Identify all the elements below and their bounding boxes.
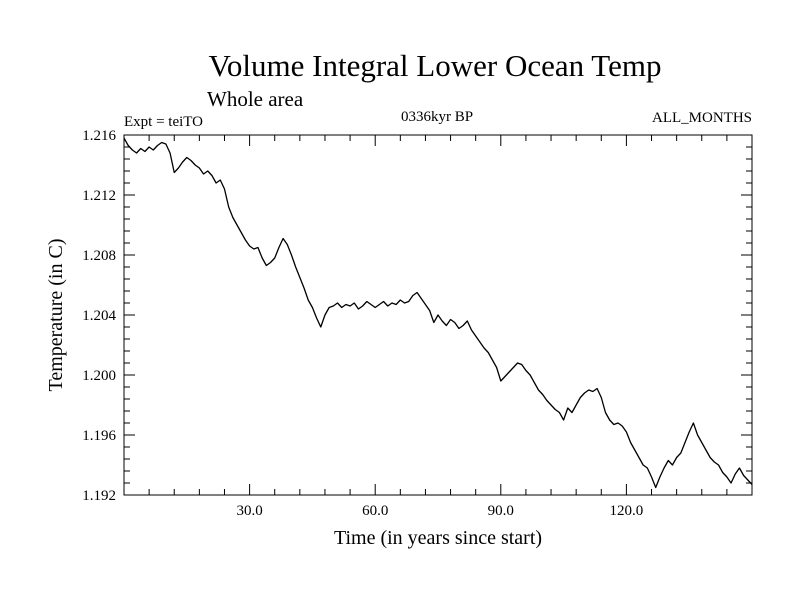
y-tick-labels: 1.192 1.196 1.200 1.204 1.208 1.212 1.216 [82,128,116,504]
y-tick-label: 1.216 [82,128,116,144]
x-tick-labels: 30.0 60.0 90.0 120.0 [236,503,643,519]
y-tick-label: 1.208 [82,248,116,264]
tick-marks [124,135,752,495]
chart-subtitle: Whole area [207,87,304,111]
chart-title: Volume Integral Lower Ocean Temp [209,48,662,83]
experiment-label: Expt = teiTO [124,114,203,130]
temperature-series-line [123,137,753,489]
y-tick-label: 1.192 [82,488,116,504]
x-tick-label: 60.0 [362,503,388,519]
y-tick-label: 1.212 [82,188,116,204]
y-tick-label: 1.200 [82,368,116,384]
x-tick-label: 30.0 [236,503,262,519]
x-axis-label: Time (in years since start) [334,527,542,549]
y-axis-label: Temperature (in C) [45,239,67,392]
y-tick-label: 1.196 [82,428,116,444]
months-label: ALL_MONTHS [652,110,752,126]
y-tick-label: 1.204 [82,308,116,324]
x-tick-label: 90.0 [488,503,514,519]
period-label: 0336kyr BP [401,109,473,125]
x-tick-label: 120.0 [610,503,644,519]
